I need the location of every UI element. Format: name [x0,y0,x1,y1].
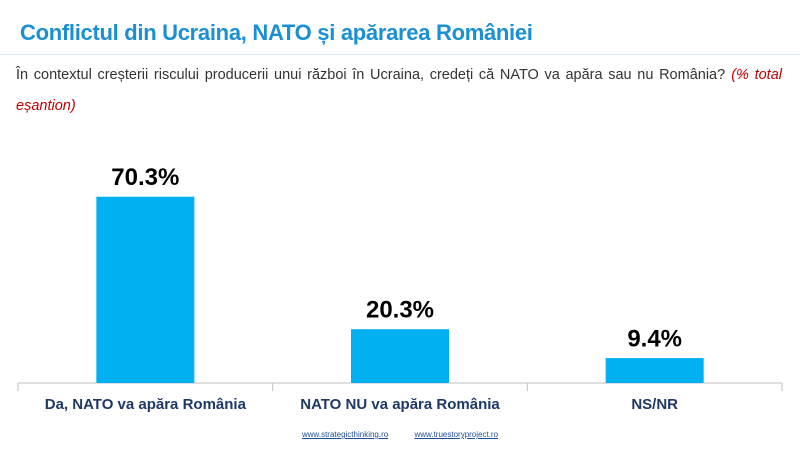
footer: www.strategicthinking.ro www.truestorypr… [0,430,800,439]
note: (% total eșantion) [16,67,782,114]
x-tick-label: NS/NR [631,396,678,413]
chart-title: Conflictul din Ucraina, NATO și apărarea… [20,20,533,45]
title-rule [0,54,800,55]
value-label: 9.4% [627,325,682,352]
x-tick-label: NATO NU va apăra România [300,396,500,413]
bar [605,358,704,383]
subtitle: În contextul creșterii riscului producer… [16,67,726,83]
footer-link[interactable]: www.strategicthinking.ro [301,430,389,439]
subtitle-block: În contextul creșterii riscului producer… [16,60,782,122]
x-tick-label: Da, NATO va apăra România [45,396,247,413]
value-label: 20.3% [366,297,434,324]
footer-link[interactable]: www.truestoryproject.ro [414,430,499,439]
bar [96,196,195,383]
bar [351,329,449,383]
chart: Da, NATO va apăra România 70.3% NATO NU va… [17,164,783,413]
value-label: 70.3% [111,164,179,191]
